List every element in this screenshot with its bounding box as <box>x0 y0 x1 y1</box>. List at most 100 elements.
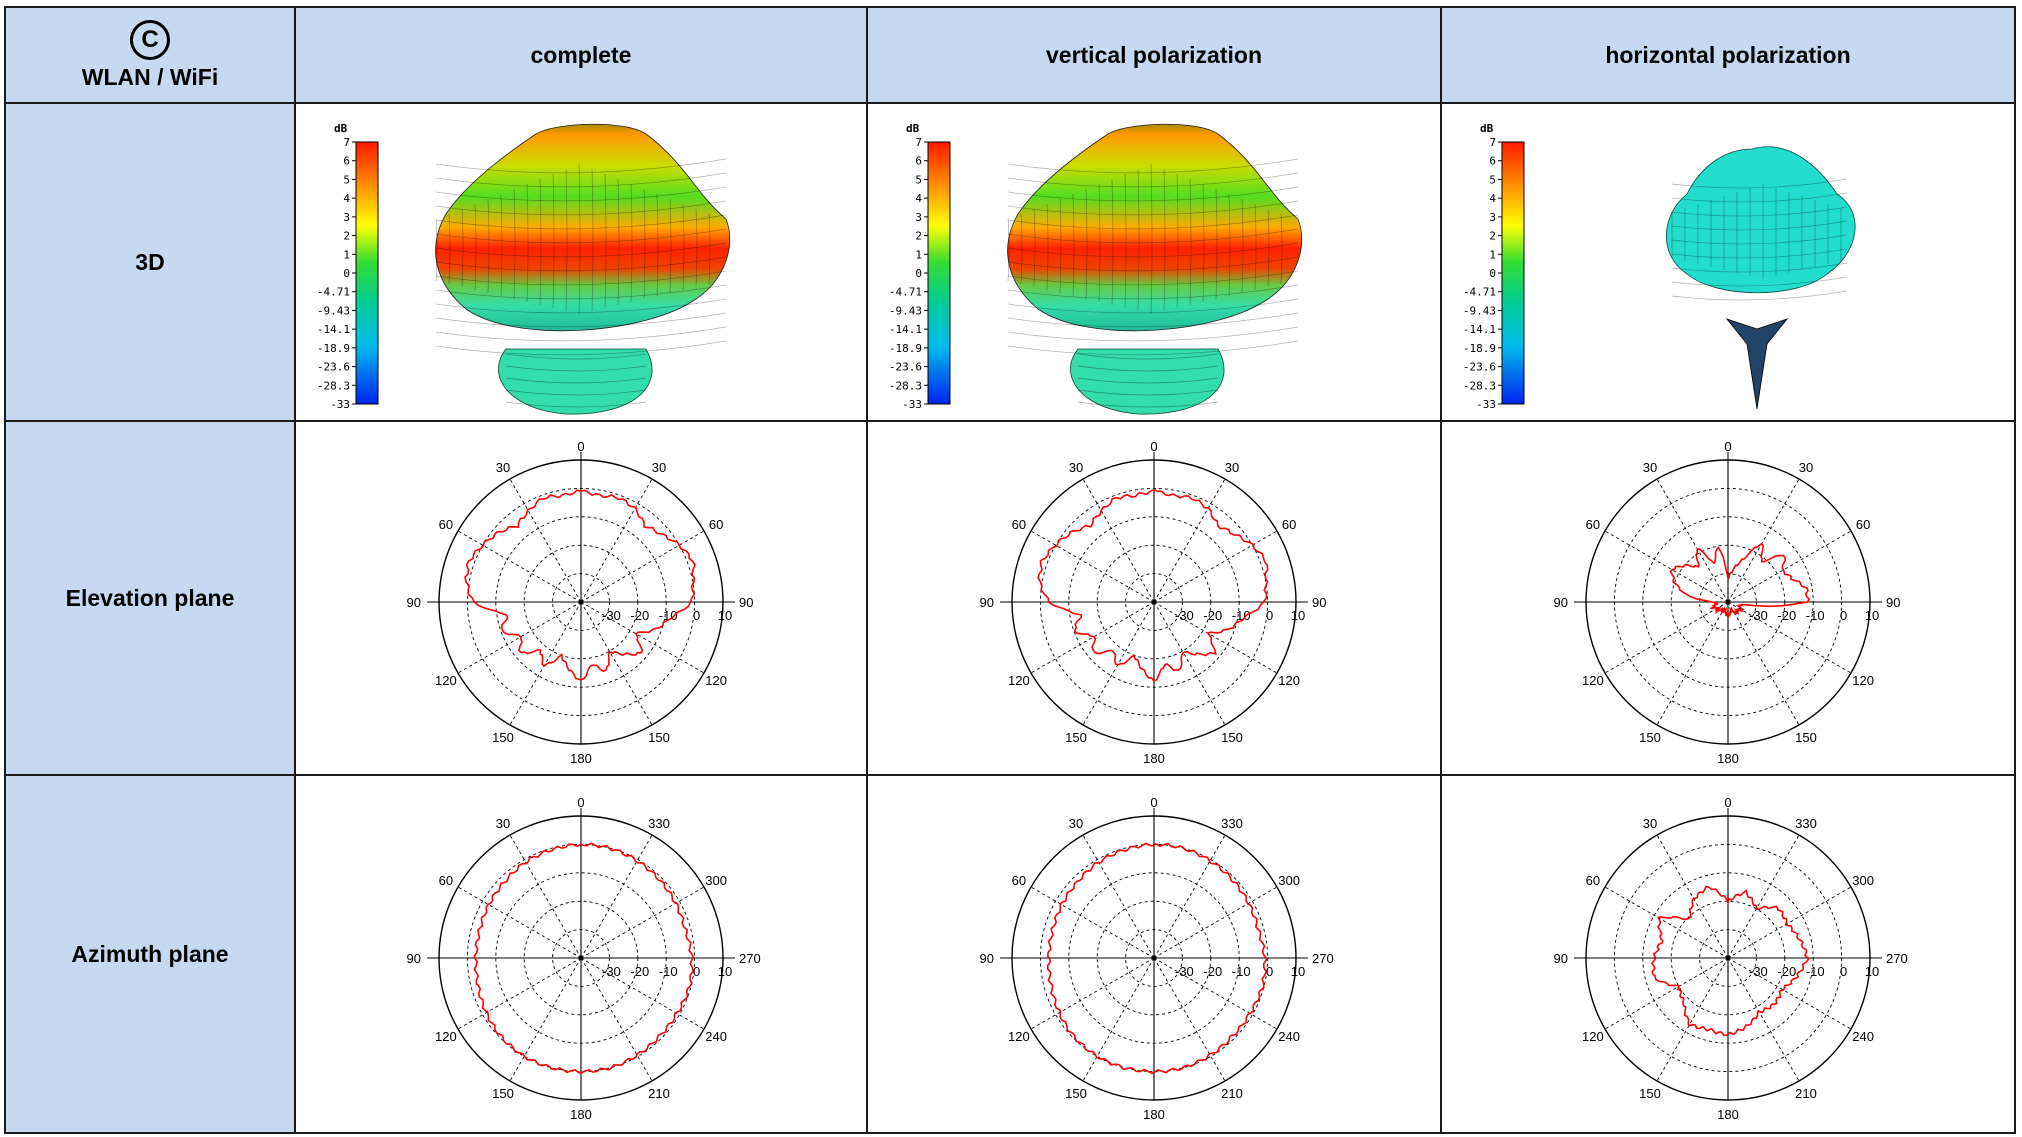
polar-angle-label: 180 <box>1717 1107 1739 1122</box>
colorbar: dB7 6 5 4 3 2 1 0 -4.71 -9.43 -14.1 -18.9 -23.6 -28.3… <box>317 122 379 411</box>
polar-spoke <box>1604 957 1729 1030</box>
polar-spoke <box>1030 601 1155 674</box>
surface-mesh-line <box>513 188 516 300</box>
polar-radial-label: 0 <box>1266 608 1273 623</box>
surface-mesh-line <box>1020 213 1023 285</box>
colorbar-tick-label: 2 <box>1489 230 1496 243</box>
polar-radial-label: 0 <box>693 608 700 623</box>
surface-main-lobe <box>435 123 731 332</box>
polar-spoke <box>509 601 582 726</box>
colorbar-tick-label: 3 <box>1489 211 1496 224</box>
polar-azimuth-complete: 0 30 60 90 120 150 180 210 240 270 300 330 -30 -20 -10… <box>407 795 761 1122</box>
surface-mesh-line <box>1085 188 1088 300</box>
polar-angle-label: 0 <box>577 795 584 810</box>
surface-mesh-line <box>1098 183 1101 303</box>
surface-mesh-line <box>448 213 451 285</box>
surface-3d-vertical <box>1007 123 1302 415</box>
surface-main-lobe <box>1007 123 1302 332</box>
colorbar-tick-label: -28.3 <box>1463 379 1496 392</box>
surface-mesh-line <box>1007 242 1299 258</box>
polar-radial-label: 10 <box>718 608 732 623</box>
polar-spoke <box>509 834 582 959</box>
column-header-vertical: vertical polarization <box>866 6 1442 104</box>
polar-plot: 0 30 60 90 120 150 180 210 240 270 300 330 -30 -20 -10… <box>980 795 1334 1122</box>
polar-spoke <box>457 530 582 603</box>
polar-angle-label: 90 <box>1886 595 1900 610</box>
surface-mesh-line <box>604 173 607 309</box>
polar-elevation-vertical: 0 30 60 90 120 150 180 150 120 90 60 30 -30 -20 -10 0 10 <box>980 439 1327 766</box>
polar-radial-label: 0 <box>693 964 700 979</box>
colorbar-tick-label: -18.9 <box>317 342 350 355</box>
surface-main-lobe <box>1665 146 1856 294</box>
surface-mesh-line <box>1007 172 1299 188</box>
colorbar-tick-label: -23.6 <box>889 361 922 374</box>
surface-mesh-line <box>435 186 727 202</box>
polar-angle-label: 240 <box>1852 1029 1874 1044</box>
polar-angle-label: 120 <box>1582 673 1604 688</box>
polar-trace-vertical <box>1037 488 1269 682</box>
surface-mesh-line <box>435 158 727 174</box>
polar-spoke <box>580 886 705 959</box>
polar-radial-label: -20 <box>630 964 649 979</box>
colorbar-tick-label: 2 <box>915 230 922 243</box>
polar-spoke <box>509 957 582 1082</box>
colorbar-tick-label: -4.71 <box>317 286 350 299</box>
surface-mesh-line <box>435 200 727 216</box>
polar-radial-label: 10 <box>718 964 732 979</box>
polar-angle-label: 60 <box>439 873 453 888</box>
surface-mesh-line <box>1163 168 1166 312</box>
polar-plot: 0 30 60 90 120 150 180 150 120 90 60 30 -30 -20 -10 0 10 <box>407 439 754 766</box>
polar-angle-label: 60 <box>1586 517 1600 532</box>
surface-lower-lobe <box>498 348 653 415</box>
polar-angle-label: 0 <box>1724 439 1731 454</box>
polar-radial-label: 0 <box>1840 608 1847 623</box>
surface-mesh-line <box>435 172 727 188</box>
surface-mesh-line <box>1077 377 1219 384</box>
surface-mesh-line <box>1111 178 1114 306</box>
colorbar-tick-label: -28.3 <box>317 379 350 392</box>
cell-azimuth-horizontal: 0 30 60 90 120 150 180 210 240 270 300 330 -30 -20 -10… <box>1440 774 2016 1134</box>
polar-center <box>1725 599 1731 605</box>
cell-elevation-complete: 0 30 60 90 120 150 180 150 120 90 60 30 -30 -20 -10 0 10 <box>294 420 868 776</box>
surface-mesh-line <box>505 377 647 384</box>
surface-3d-horizontal <box>1665 146 1856 410</box>
polar-spoke <box>509 478 582 603</box>
colorbar-tick-label: 0 <box>915 267 922 280</box>
polar-angle-label: 240 <box>1278 1029 1300 1044</box>
polar-center <box>1151 599 1157 605</box>
polar-angle-label: 150 <box>1065 1086 1087 1101</box>
surface-lower-lobe <box>1070 348 1225 415</box>
copyright-letter: C <box>141 25 159 53</box>
polar-angle-label: 210 <box>648 1086 670 1101</box>
polar-spoke <box>1656 834 1729 959</box>
surface-mesh-line <box>505 365 647 372</box>
polar-angle-label: 330 <box>1795 816 1817 831</box>
polar-spoke <box>580 834 653 959</box>
polar-angle-label: 150 <box>1639 730 1661 745</box>
surface-mesh-line <box>656 193 659 297</box>
polar-spoke <box>1727 834 1800 959</box>
surface-mesh-line <box>1007 270 1299 286</box>
polar-angle-label: 330 <box>1221 816 1243 831</box>
surface-mesh-line <box>526 183 529 303</box>
polar-angle-label: 270 <box>1312 951 1334 966</box>
surface-mesh-line <box>1007 200 1299 216</box>
polar-spoke <box>1153 886 1278 959</box>
row-label-azimuth: Azimuth plane <box>4 774 296 1134</box>
polar-spoke <box>1604 886 1729 959</box>
polar-angle-label: 120 <box>435 1029 457 1044</box>
polar-spoke <box>1727 530 1852 603</box>
surface-mesh-line <box>505 401 647 408</box>
corner-header: C WLAN / WiFi <box>4 6 296 104</box>
colorbar-gradient <box>1501 141 1525 405</box>
polar-radial-label: 10 <box>1291 964 1305 979</box>
polar-radial-label: -10 <box>1232 964 1251 979</box>
colorbar-tick-label: -18.9 <box>1463 342 1496 355</box>
colorbar-tick-label: 5 <box>1489 173 1496 186</box>
plot-3d-complete: dB7 6 5 4 3 2 1 0 -4.71 -9.43 -14.1 -18.9 -23.6 -28.3… <box>317 122 731 415</box>
polar-angle-label: 90 <box>739 595 753 610</box>
polar-trace-horizontal <box>1669 542 1811 619</box>
polar-trace-complete <box>473 842 695 1075</box>
row-label-3d: 3D <box>4 102 296 422</box>
polar-angle-label: 270 <box>739 951 761 966</box>
